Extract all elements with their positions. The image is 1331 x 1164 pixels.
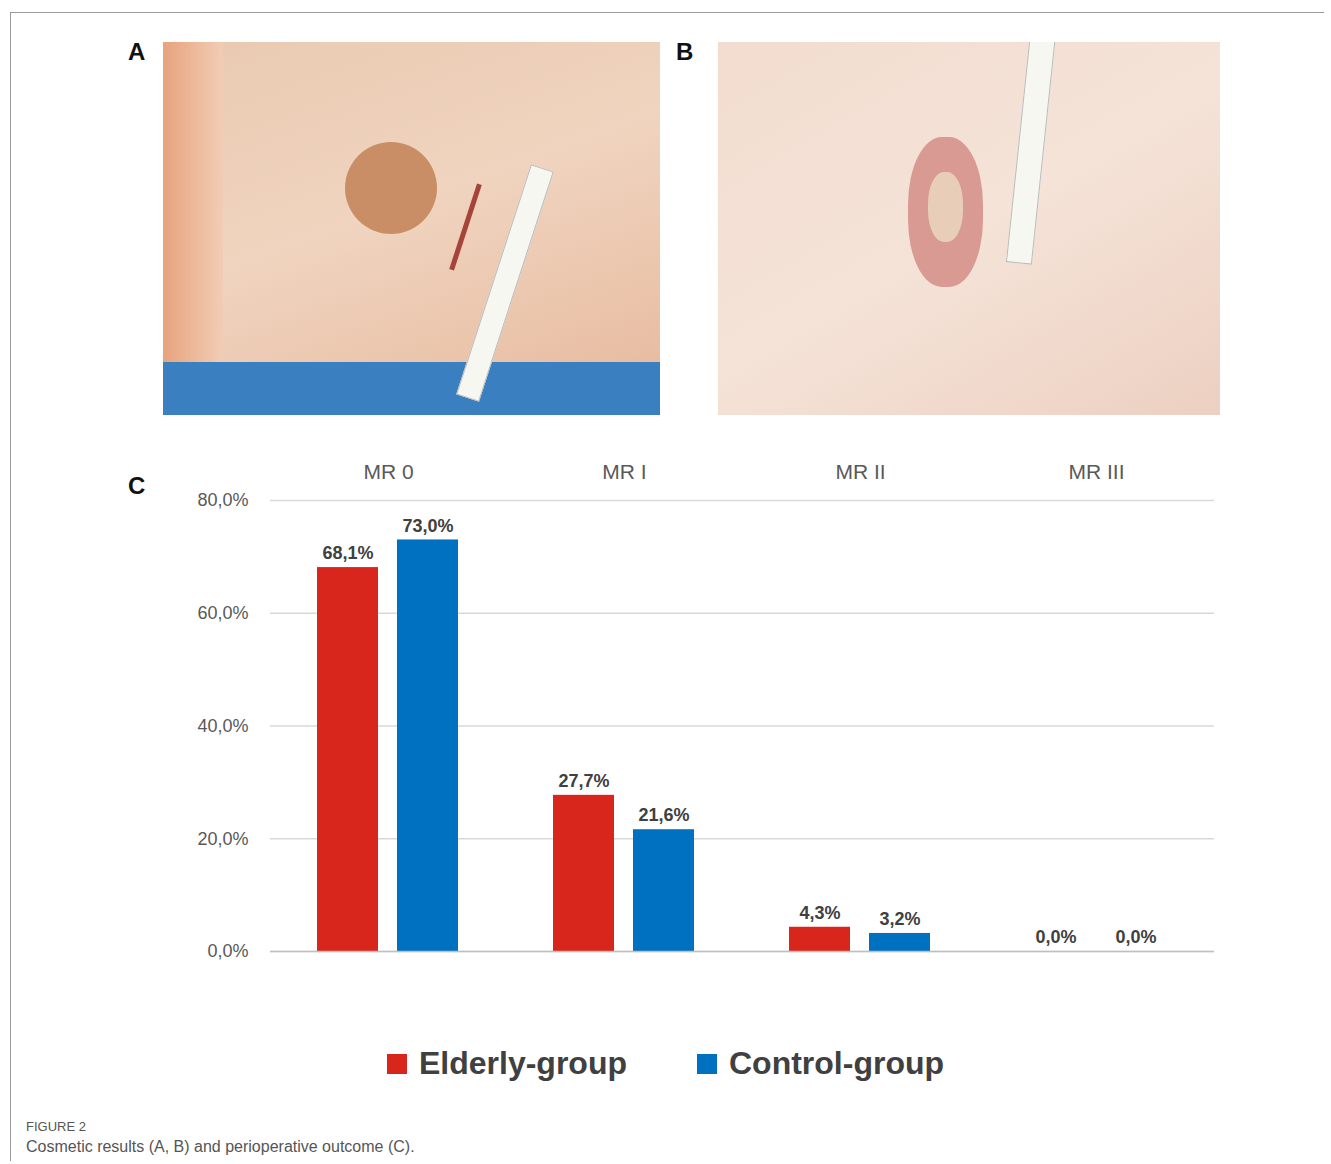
html-text:A: A bbox=[128, 38, 146, 65]
svg-text:80,0%: 80,0% bbox=[197, 490, 248, 510]
svg-text:MR II: MR II bbox=[835, 460, 885, 483]
svg-text:0,0%: 0,0% bbox=[1115, 927, 1156, 947]
html-text:Cosmetic results (A, B) and pe: Cosmetic results (A, B) and perioperativ… bbox=[26, 1138, 415, 1155]
svg-text:MR III: MR III bbox=[1069, 460, 1125, 483]
svg-text:21,6%: 21,6% bbox=[638, 805, 689, 825]
svg-text:40,0%: 40,0% bbox=[197, 716, 248, 736]
svg-text:0,0%: 0,0% bbox=[207, 941, 248, 961]
svg-text:73,0%: 73,0% bbox=[402, 516, 453, 536]
html-text:Control-group: Control-group bbox=[729, 1045, 944, 1081]
svg-text:60,0%: 60,0% bbox=[197, 603, 248, 623]
svg-text:MR 0: MR 0 bbox=[363, 460, 413, 483]
html-text:B: B bbox=[676, 38, 694, 65]
svg-text:MR I: MR I bbox=[602, 460, 646, 483]
html-text:Elderly-group: Elderly-group bbox=[419, 1045, 627, 1081]
svg-text:0,0%: 0,0% bbox=[1035, 927, 1076, 947]
svg-text:3,2%: 3,2% bbox=[879, 909, 920, 929]
html-text:FIGURE 2: FIGURE 2 bbox=[26, 1119, 86, 1134]
svg-text:27,7%: 27,7% bbox=[558, 771, 609, 791]
svg-text:4,3%: 4,3% bbox=[799, 903, 840, 923]
svg-text:20,0%: 20,0% bbox=[197, 829, 248, 849]
svg-text:68,1%: 68,1% bbox=[322, 543, 373, 563]
html-text:C: C bbox=[128, 472, 146, 499]
